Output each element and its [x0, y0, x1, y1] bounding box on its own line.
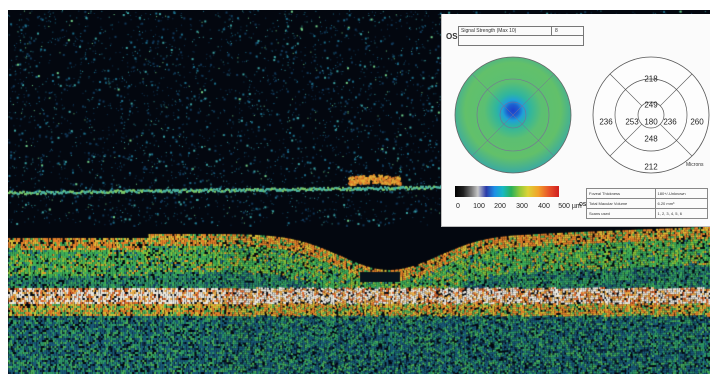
- table-row: Foveal Thickness 180+/-Unknown: [586, 188, 708, 199]
- table-row: Total Macular Volume 6.20 mm³: [586, 198, 708, 209]
- thickness-color-scale: [455, 186, 559, 197]
- sector-inferior-outer: 212: [644, 162, 658, 172]
- sector-temporal-inner: 253: [625, 117, 639, 127]
- grid-diagonal-line: [659, 123, 693, 157]
- signal-strength-box: Signal Strength (Max 10) 8: [458, 26, 584, 46]
- macular-volume-value: 6.20 mm³: [654, 198, 708, 209]
- thickness-info-table: Foveal Thickness 180+/-Unknown Total Mac…: [586, 188, 708, 219]
- thickness-color-map: [454, 56, 572, 174]
- grid-middle-ring: [614, 78, 688, 152]
- grid-diagonal-line: [659, 73, 693, 107]
- grid-inner-ring: [637, 101, 665, 129]
- signal-strength-label: Signal Strength (Max 10): [461, 28, 517, 34]
- table-eye-label: OS: [579, 202, 587, 208]
- sector-inferior-inner: 248: [644, 134, 658, 144]
- units-label: Microns: [686, 162, 704, 168]
- grid-diagonal-line: [609, 73, 643, 107]
- sector-superior-inner: 249: [644, 100, 658, 110]
- scale-tick: 500 µm: [558, 203, 582, 210]
- signal-strength-value: 8: [555, 28, 558, 34]
- map-diagonal-line: [471, 73, 555, 157]
- macular-volume-label: Total Macular Volume: [586, 198, 656, 209]
- etdrs-sector-grid: [592, 56, 710, 174]
- oct-scan-image: OS Signal Strength (Max 10) 8: [8, 10, 710, 374]
- scans-used-value: 1, 2, 3, 4, 5, 6: [654, 208, 708, 219]
- thickness-report-panel: OS Signal Strength (Max 10) 8: [441, 14, 710, 227]
- scans-used-label: Scans used: [586, 208, 656, 219]
- grid-diagonal-line: [609, 123, 643, 157]
- map-middle-ring: [476, 78, 550, 152]
- sector-nasal-outer: 260: [690, 117, 704, 127]
- map-inner-ring: [499, 101, 527, 129]
- foveal-thickness-value: 180+/-Unknown: [654, 188, 708, 199]
- scale-tick: 400: [538, 203, 550, 210]
- table-row: Scans used 1, 2, 3, 4, 5, 6: [586, 208, 708, 219]
- sector-temporal-outer: 236: [599, 117, 613, 127]
- sector-center: 180: [644, 117, 658, 127]
- scale-tick: 200: [494, 203, 506, 210]
- scale-tick: 300: [516, 203, 528, 210]
- sector-superior-outer: 218: [644, 74, 658, 84]
- foveal-thickness-label: Foveal Thickness: [586, 188, 656, 199]
- sector-nasal-inner: 236: [663, 117, 677, 127]
- scale-tick: 100: [473, 203, 485, 210]
- signal-divider: [551, 27, 552, 36]
- signal-strength-row: Signal Strength (Max 10) 8: [459, 27, 583, 36]
- scale-tick: 0: [456, 203, 460, 210]
- eye-label: OS: [446, 32, 458, 41]
